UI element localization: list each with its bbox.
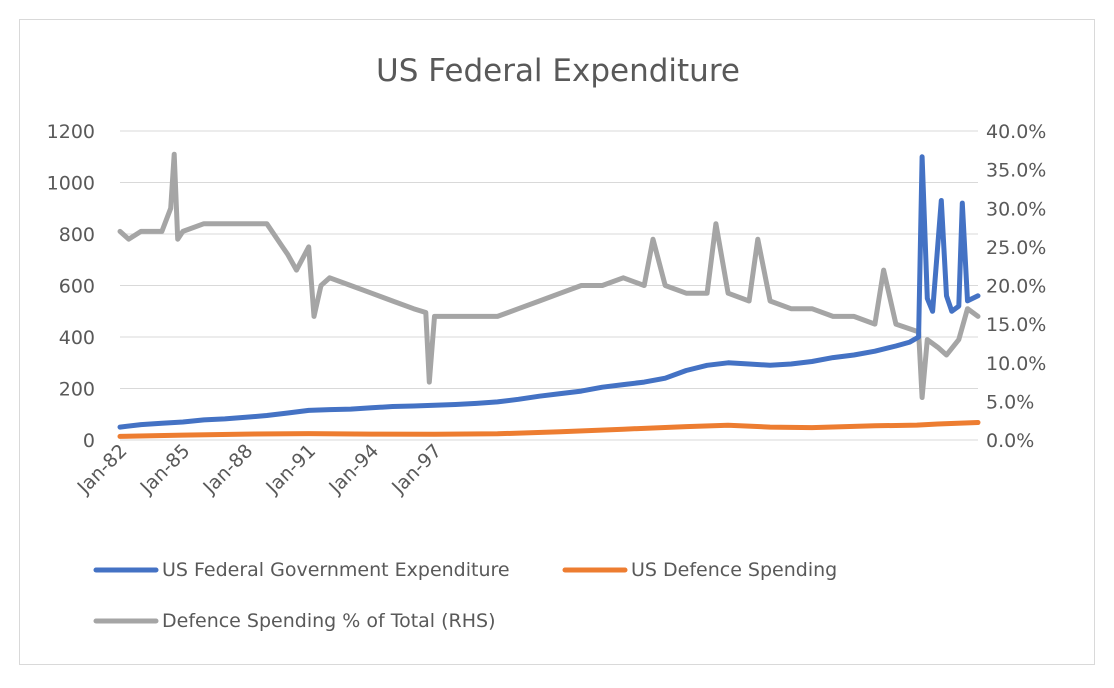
- right-tick-label: 35.0%: [986, 160, 1046, 182]
- x-tick-label: Jan-91: [261, 440, 320, 499]
- right-tick-label: 10.0%: [986, 353, 1046, 375]
- series-line: [117, 420, 981, 439]
- right-tick-label: 0.0%: [986, 430, 1034, 452]
- legend-label: US Federal Government Expenditure: [162, 559, 510, 581]
- x-tick-label: Jan-88: [198, 440, 257, 499]
- right-tick-label: 5.0%: [986, 391, 1034, 413]
- x-tick-label: Jan-97: [387, 440, 446, 499]
- left-tick-label: 600: [59, 276, 95, 298]
- x-tick-label: Jan-85: [136, 440, 195, 499]
- legend-label: Defence Spending % of Total (RHS): [162, 610, 495, 632]
- right-tick-label: 40.0%: [986, 121, 1046, 143]
- right-tick-label: 15.0%: [986, 314, 1046, 336]
- x-tick-label: Jan-94: [324, 440, 383, 499]
- x-tick-label: Jan-82: [73, 440, 132, 499]
- right-tick-label: 25.0%: [986, 237, 1046, 259]
- left-tick-label: 1200: [47, 121, 95, 143]
- left-axis-ticks: 0 200 400 600 800 1000 1200: [47, 121, 95, 452]
- series-lines: [117, 151, 981, 439]
- chart-frame: US Federal Expenditure 0 200 400 600 800 1000…: [19, 19, 1095, 665]
- legend-label: US Defence Spending: [631, 559, 837, 581]
- chart-title: US Federal Expenditure: [376, 53, 740, 89]
- left-tick-label: 0: [83, 430, 95, 452]
- chart: US Federal Expenditure 0 200 400 600 800 1000…: [47, 53, 1047, 632]
- legend: US Federal Government Expenditure US Defe…: [93, 559, 837, 632]
- left-tick-label: 1000: [47, 173, 95, 195]
- left-tick-label: 200: [59, 379, 95, 401]
- right-axis-ticks: 0.0% 5.0% 10.0% 15.0% 20.0% 25.0% 30.0% 35.0% 40…: [986, 121, 1046, 452]
- left-tick-label: 400: [59, 327, 95, 349]
- right-tick-label: 30.0%: [986, 198, 1046, 220]
- gridlines: [120, 130, 978, 441]
- series-line: [117, 151, 981, 400]
- series-line: [117, 154, 981, 430]
- left-tick-label: 800: [59, 224, 95, 246]
- right-tick-label: 20.0%: [986, 276, 1046, 298]
